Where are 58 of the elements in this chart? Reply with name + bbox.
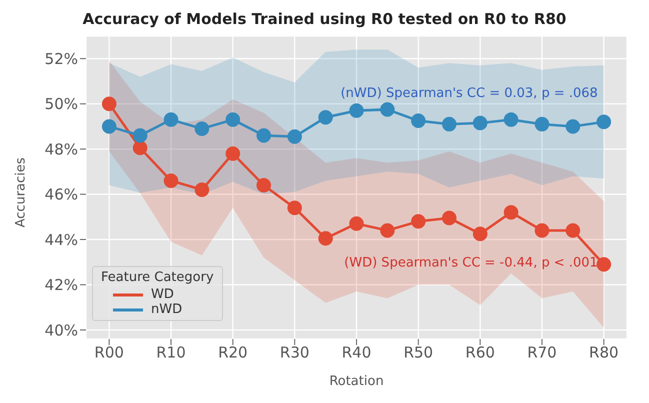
point: [318, 110, 333, 125]
annotation: (nWD) Spearman's CC = 0.03, p = .068: [340, 86, 598, 102]
point: [226, 146, 240, 161]
point: [256, 128, 272, 143]
point: [164, 112, 178, 127]
point: [194, 121, 210, 136]
point: [102, 96, 116, 112]
legend-label: WD: [151, 287, 174, 302]
point: [596, 257, 612, 272]
point: [194, 182, 210, 198]
chart-title: Accuracy of Models Trained using R0 tested on R0 to R80: [82, 9, 568, 30]
point: [596, 114, 612, 130]
point: [472, 116, 488, 130]
y-tick-label: 46%: [44, 186, 78, 204]
y-tick-label: 52%: [44, 50, 78, 68]
y-tick-label: 44%: [44, 230, 78, 249]
point: [132, 140, 148, 156]
y-tick-label: 42%: [44, 276, 78, 294]
x-tick-label: R20: [218, 344, 248, 362]
legend-title: Feature Category: [101, 270, 214, 285]
point: [442, 210, 456, 226]
point: [226, 112, 240, 127]
point: [472, 226, 488, 242]
point: [287, 200, 302, 216]
point: [164, 173, 178, 188]
point: [102, 119, 116, 134]
x-axis-title: Rotation: [329, 374, 384, 389]
x-tick-label: R70: [527, 344, 557, 362]
y-tick-label: 40%: [44, 321, 78, 340]
legend-label: nWD: [151, 302, 182, 317]
point: [380, 223, 395, 238]
point: [534, 116, 550, 132]
point: [411, 114, 426, 128]
point: [504, 205, 518, 220]
point: [566, 119, 580, 134]
y-tick-label: 50%: [44, 95, 78, 114]
point: [380, 102, 395, 117]
x-tick-label: R30: [280, 344, 310, 362]
point: [534, 223, 550, 238]
point: [132, 128, 148, 143]
x-tick-label: R00: [94, 344, 124, 362]
point: [442, 116, 456, 132]
y-axis-title: Accuracies: [14, 157, 29, 228]
x-tick-label: R80: [589, 344, 619, 362]
y-tick-label: 48%: [44, 140, 78, 158]
x-tick-label: R60: [465, 344, 495, 362]
x-tick-label: R40: [342, 344, 372, 362]
point: [256, 178, 272, 192]
point: [566, 223, 580, 238]
point: [349, 216, 364, 231]
point: [411, 214, 426, 229]
annotation: (WD) Spearman's CC = -0.44, p < .001: [344, 256, 598, 271]
x-tick-label: R50: [404, 344, 434, 362]
point: [349, 103, 364, 118]
point: [287, 129, 302, 144]
x-tick-label: R10: [156, 344, 186, 362]
point: [504, 112, 518, 127]
point: [318, 231, 333, 246]
